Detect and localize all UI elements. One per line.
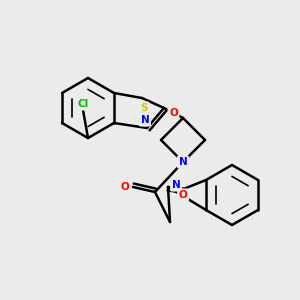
Text: N: N [178, 157, 188, 167]
Text: S: S [140, 103, 148, 113]
Text: O: O [178, 190, 188, 200]
Text: N: N [141, 115, 149, 125]
Text: O: O [169, 108, 178, 118]
Text: Cl: Cl [77, 99, 88, 109]
Text: N: N [172, 180, 180, 190]
Text: O: O [121, 182, 129, 192]
